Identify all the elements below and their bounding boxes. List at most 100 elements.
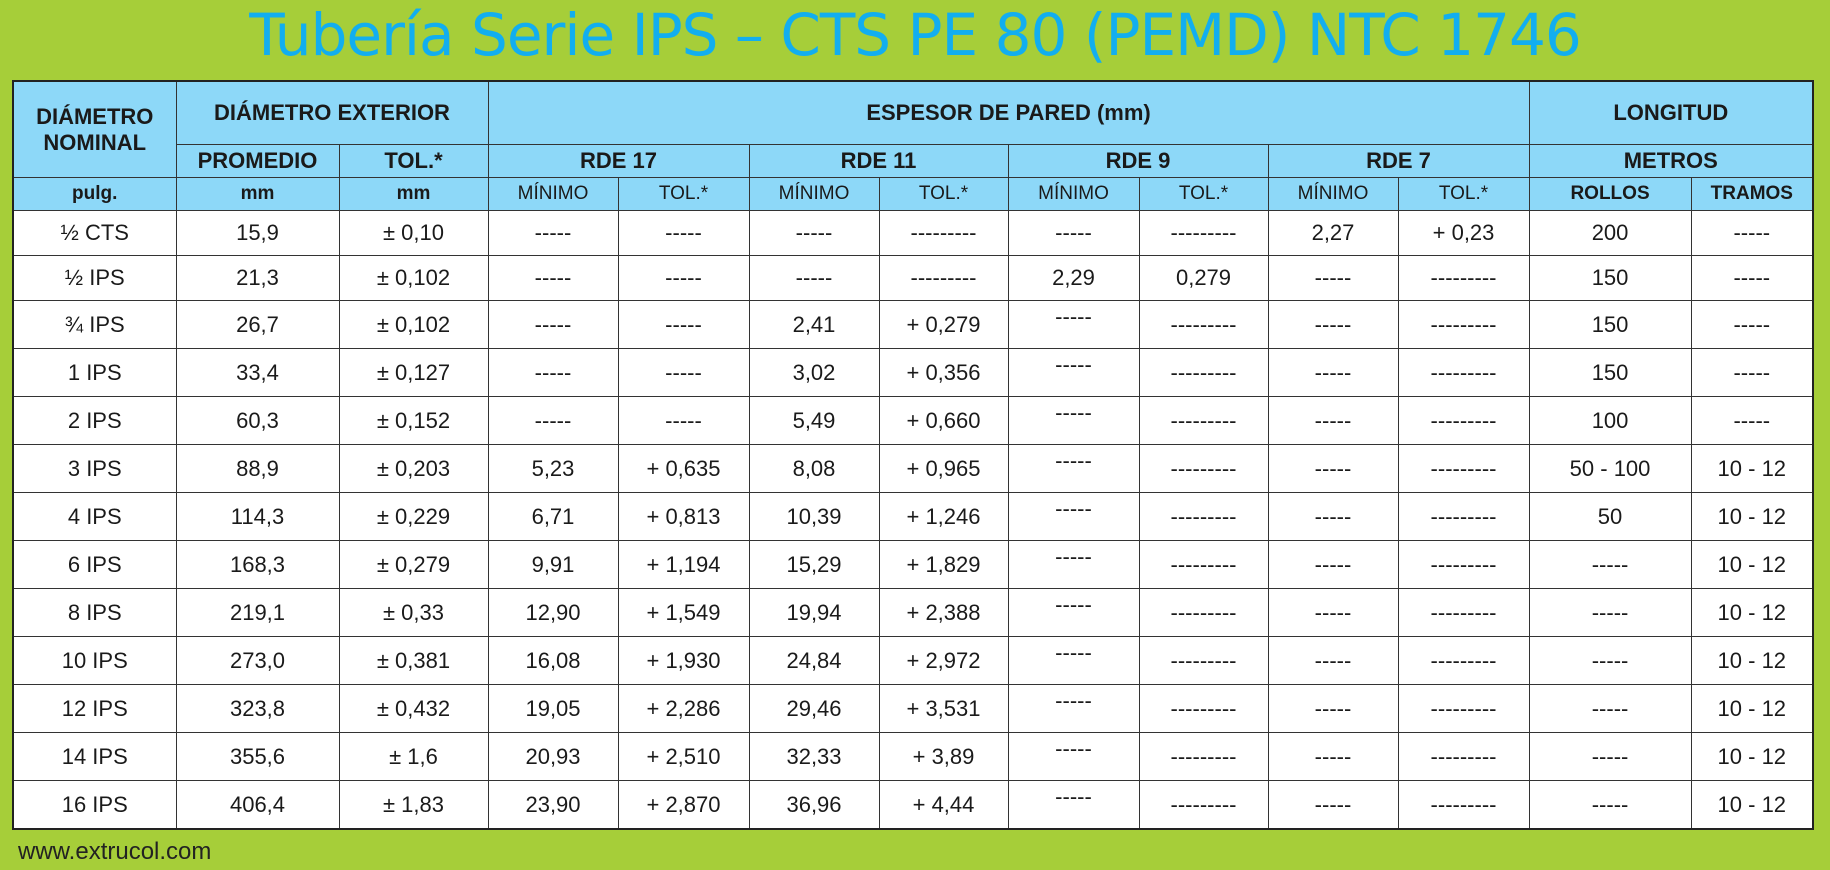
pipe-spec-table: DIÁMETRO NOMINAL DIÁMETRO EXTERIOR ESPES… bbox=[12, 80, 1815, 830]
table-row: 3 IPS 88,9 ± 0,203 5,23 + 0,635 8,08 + 0,965 --… bbox=[12, 444, 1814, 493]
table-cell: ----- bbox=[1267, 636, 1399, 685]
table-cell: 219,1 bbox=[175, 588, 340, 637]
table-cell: 5,49 bbox=[748, 396, 880, 445]
table-cell: 33,4 bbox=[175, 348, 340, 397]
table-row: 4 IPS 114,3 ± 0,229 6,71 + 0,813 10,39 + 1,246… bbox=[12, 492, 1814, 541]
table-cell: --------- bbox=[1397, 255, 1530, 301]
table-cell: ----- bbox=[487, 210, 619, 256]
table-cell: + 2,388 bbox=[878, 588, 1009, 637]
table-row: 1 IPS 33,4 ± 0,127 ----- ----- 3,02 + 0,356 ---… bbox=[12, 348, 1814, 397]
website-link[interactable]: www.extrucol.com bbox=[18, 838, 212, 865]
table-cell: ----- bbox=[1267, 492, 1399, 541]
table-cell: 114,3 bbox=[175, 492, 340, 541]
table-cell: ----- bbox=[1267, 588, 1399, 637]
table-cell: --------- bbox=[1138, 684, 1269, 733]
table-cell: + 0,279 bbox=[878, 300, 1009, 349]
table-cell: --------- bbox=[1138, 636, 1269, 685]
table-cell: 323,8 bbox=[175, 684, 340, 733]
table-cell: ----- bbox=[1690, 255, 1814, 301]
table-cell: --------- bbox=[1397, 684, 1530, 733]
table-cell: 12,90 bbox=[487, 588, 619, 637]
header-exterior: DIÁMETRO EXTERIOR bbox=[175, 80, 489, 145]
table-cell: --------- bbox=[1138, 300, 1269, 349]
table-cell: ----- bbox=[1007, 636, 1140, 685]
table-cell: 8,08 bbox=[748, 444, 880, 493]
table-cell: 406,4 bbox=[175, 780, 340, 830]
table-cell: ± 0,152 bbox=[338, 396, 489, 445]
table-cell: --------- bbox=[1397, 636, 1530, 685]
unit-header-6: TOL.* bbox=[878, 177, 1009, 211]
table-cell: ----- bbox=[1528, 732, 1692, 781]
table-row: 16 IPS 406,4 ± 1,83 23,90 + 2,870 36,96 + 4,44… bbox=[12, 780, 1814, 830]
table-cell: + 0,813 bbox=[617, 492, 750, 541]
table-cell: 16 IPS bbox=[12, 780, 177, 830]
table-cell: ----- bbox=[1007, 684, 1140, 733]
table-cell: --------- bbox=[1138, 348, 1269, 397]
table-cell: + 2,972 bbox=[878, 636, 1009, 685]
table-cell: ± 0,127 bbox=[338, 348, 489, 397]
unit-header-3: MÍNIMO bbox=[487, 177, 619, 211]
table-cell: ----- bbox=[1267, 684, 1399, 733]
header-espesor: ESPESOR DE PARED (mm) bbox=[487, 80, 1530, 145]
table-cell: 10 - 12 bbox=[1690, 540, 1814, 589]
table-cell: ----- bbox=[1690, 300, 1814, 349]
table-cell: --------- bbox=[878, 210, 1009, 256]
table-cell: ½ CTS bbox=[12, 210, 177, 256]
table-cell: + 2,286 bbox=[617, 684, 750, 733]
table-cell: 9,91 bbox=[487, 540, 619, 589]
table-cell: --------- bbox=[1397, 780, 1530, 830]
table-cell: 10 - 12 bbox=[1690, 588, 1814, 637]
table-cell: 6,71 bbox=[487, 492, 619, 541]
table-cell: ± 1,6 bbox=[338, 732, 489, 781]
table-cell: 6 IPS bbox=[12, 540, 177, 589]
table-cell: 3,02 bbox=[748, 348, 880, 397]
table-cell: --------- bbox=[1397, 588, 1530, 637]
unit-header-4: TOL.* bbox=[617, 177, 750, 211]
table-cell: 3 IPS bbox=[12, 444, 177, 493]
table-cell: --------- bbox=[1397, 300, 1530, 349]
table-cell: 26,7 bbox=[175, 300, 340, 349]
table-cell: 29,46 bbox=[748, 684, 880, 733]
table-cell: + 0,660 bbox=[878, 396, 1009, 445]
table-cell: ----- bbox=[1690, 210, 1814, 256]
table-cell: ----- bbox=[617, 210, 750, 256]
table-cell: ----- bbox=[1267, 732, 1399, 781]
table-cell: ± 1,83 bbox=[338, 780, 489, 830]
table-cell: ± 0,279 bbox=[338, 540, 489, 589]
table-cell: ----- bbox=[1528, 636, 1692, 685]
table-cell: ----- bbox=[1267, 540, 1399, 589]
table-cell: 19,94 bbox=[748, 588, 880, 637]
table-cell: 21,3 bbox=[175, 255, 340, 301]
table-cell: ----- bbox=[1007, 396, 1140, 445]
table-cell: + 1,549 bbox=[617, 588, 750, 637]
table-cell: ----- bbox=[1007, 300, 1140, 349]
unit-header-10: TOL.* bbox=[1397, 177, 1530, 211]
table-cell: ----- bbox=[487, 300, 619, 349]
table-cell: 32,33 bbox=[748, 732, 880, 781]
table-cell: 150 bbox=[1528, 255, 1692, 301]
table-cell: --------- bbox=[1397, 540, 1530, 589]
table-cell: ----- bbox=[748, 210, 880, 256]
unit-header-11: ROLLOS bbox=[1528, 177, 1692, 211]
table-row: 6 IPS 168,3 ± 0,279 9,91 + 1,194 15,29 + 1,829… bbox=[12, 540, 1814, 589]
table-row: ¾ IPS 26,7 ± 0,102 ----- ----- 2,41 + 0,279 ---… bbox=[12, 300, 1814, 349]
table-cell: ----- bbox=[1007, 492, 1140, 541]
header-metros: METROS bbox=[1528, 144, 1814, 178]
table-cell: ----- bbox=[1690, 348, 1814, 397]
table-cell: 2,29 bbox=[1007, 255, 1140, 301]
table-cell: 168,3 bbox=[175, 540, 340, 589]
table-cell: 24,84 bbox=[748, 636, 880, 685]
table-cell: + 1,194 bbox=[617, 540, 750, 589]
table-cell: 1 IPS bbox=[12, 348, 177, 397]
header-rde17: RDE 17 bbox=[487, 144, 750, 178]
table-cell: 50 - 100 bbox=[1528, 444, 1692, 493]
table-cell: ----- bbox=[487, 255, 619, 301]
table-cell: ----- bbox=[1007, 210, 1140, 256]
table-cell: 2 IPS bbox=[12, 396, 177, 445]
table-cell: ----- bbox=[617, 396, 750, 445]
table-cell: 0,279 bbox=[1138, 255, 1269, 301]
table-cell: 10 IPS bbox=[12, 636, 177, 685]
table-cell: ----- bbox=[1528, 540, 1692, 589]
table-cell: 10 - 12 bbox=[1690, 492, 1814, 541]
table-cell: 10 - 12 bbox=[1690, 444, 1814, 493]
